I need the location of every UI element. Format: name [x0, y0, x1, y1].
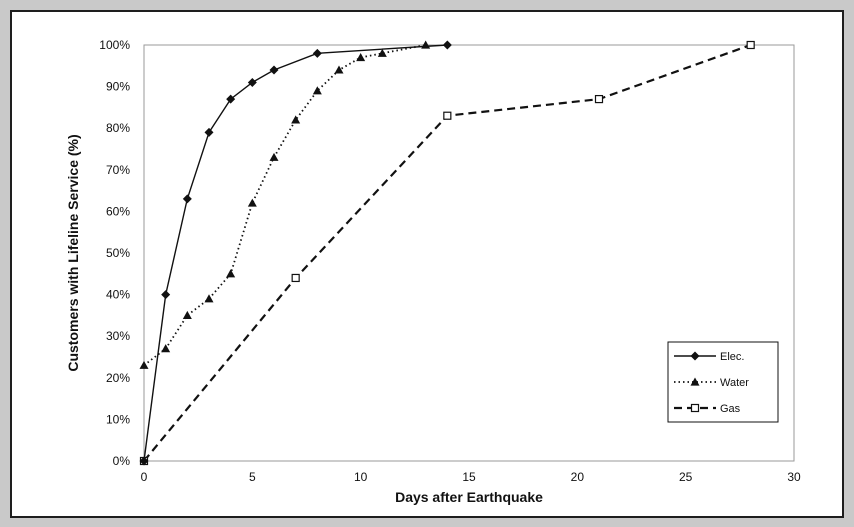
y-tick-label: 60%: [106, 204, 130, 218]
x-tick-label: 30: [787, 470, 801, 484]
data-point-water: [226, 269, 236, 278]
series-gas: [139, 40, 755, 466]
data-point-elec: [204, 127, 214, 137]
data-point-water: [247, 198, 257, 207]
x-tick-labels: 0 5 10 15 20 25 30: [141, 470, 801, 484]
y-tick-label: 30%: [106, 329, 130, 343]
x-tick-label: 10: [354, 470, 368, 484]
y-tick-label: 100%: [99, 38, 130, 52]
data-point-elec: [269, 65, 279, 75]
data-point-water: [204, 294, 214, 303]
x-tick-label: 25: [679, 470, 693, 484]
data-point-elec: [182, 194, 192, 204]
legend-marker-elec: [690, 351, 700, 361]
y-tick-label: 40%: [106, 288, 130, 302]
data-point-gas: [746, 40, 755, 50]
data-point-water: [269, 152, 279, 161]
y-tick-label: 20%: [106, 371, 130, 385]
data-point-elec: [312, 48, 322, 58]
x-tick-label: 15: [462, 470, 476, 484]
legend: Elec. Water Gas: [667, 341, 779, 423]
data-point-water: [312, 86, 322, 95]
data-point-gas: [291, 273, 300, 283]
data-point-elec: [442, 40, 452, 50]
y-tick-label: 50%: [106, 246, 130, 260]
y-tick-label: 70%: [106, 163, 130, 177]
data-point-water: [377, 48, 387, 57]
y-tick-labels: 0% 10% 20% 30% 40% 50% 60% 70% 80% 90% 100%: [99, 38, 130, 468]
data-point-gas: [594, 94, 604, 104]
data-point-gas: [443, 111, 452, 120]
y-tick-label: 0%: [113, 454, 131, 468]
legend-label-water: Water: [720, 377, 749, 389]
data-point-water: [291, 115, 301, 124]
data-point-elec: [247, 77, 257, 87]
x-tick-label: 20: [571, 470, 585, 484]
series-line-gas: [143, 43, 752, 462]
data-point-water: [334, 65, 344, 74]
y-tick-label: 90%: [106, 80, 130, 94]
data-point-elec: [226, 94, 236, 104]
plot-area: [143, 44, 795, 462]
x-axis-title: Days after Earthquake: [395, 489, 543, 505]
y-tick-label: 10%: [106, 412, 130, 426]
data-point-water: [356, 52, 366, 62]
series-line-elec: [143, 44, 448, 462]
legend-marker-water: [690, 377, 700, 386]
legend-label-elec: Elec.: [720, 351, 744, 363]
x-tick-label: 0: [141, 470, 148, 484]
data-point-water: [139, 360, 149, 369]
series-water: [139, 40, 431, 369]
series-layer: [139, 40, 755, 466]
x-tick-label: 5: [249, 470, 256, 484]
data-point-elec: [139, 456, 149, 466]
series-elec: [139, 40, 452, 466]
legend-marker-gas: [690, 403, 700, 413]
legend-label-gas: Gas: [720, 403, 741, 415]
data-point-elec: [161, 290, 171, 300]
y-tick-label: 80%: [106, 121, 130, 135]
chart-panel: [10, 10, 844, 518]
data-point-water: [182, 310, 192, 319]
y-axis-title: Customers with Lifeline Service (%): [65, 134, 81, 371]
data-point-water: [161, 344, 171, 353]
